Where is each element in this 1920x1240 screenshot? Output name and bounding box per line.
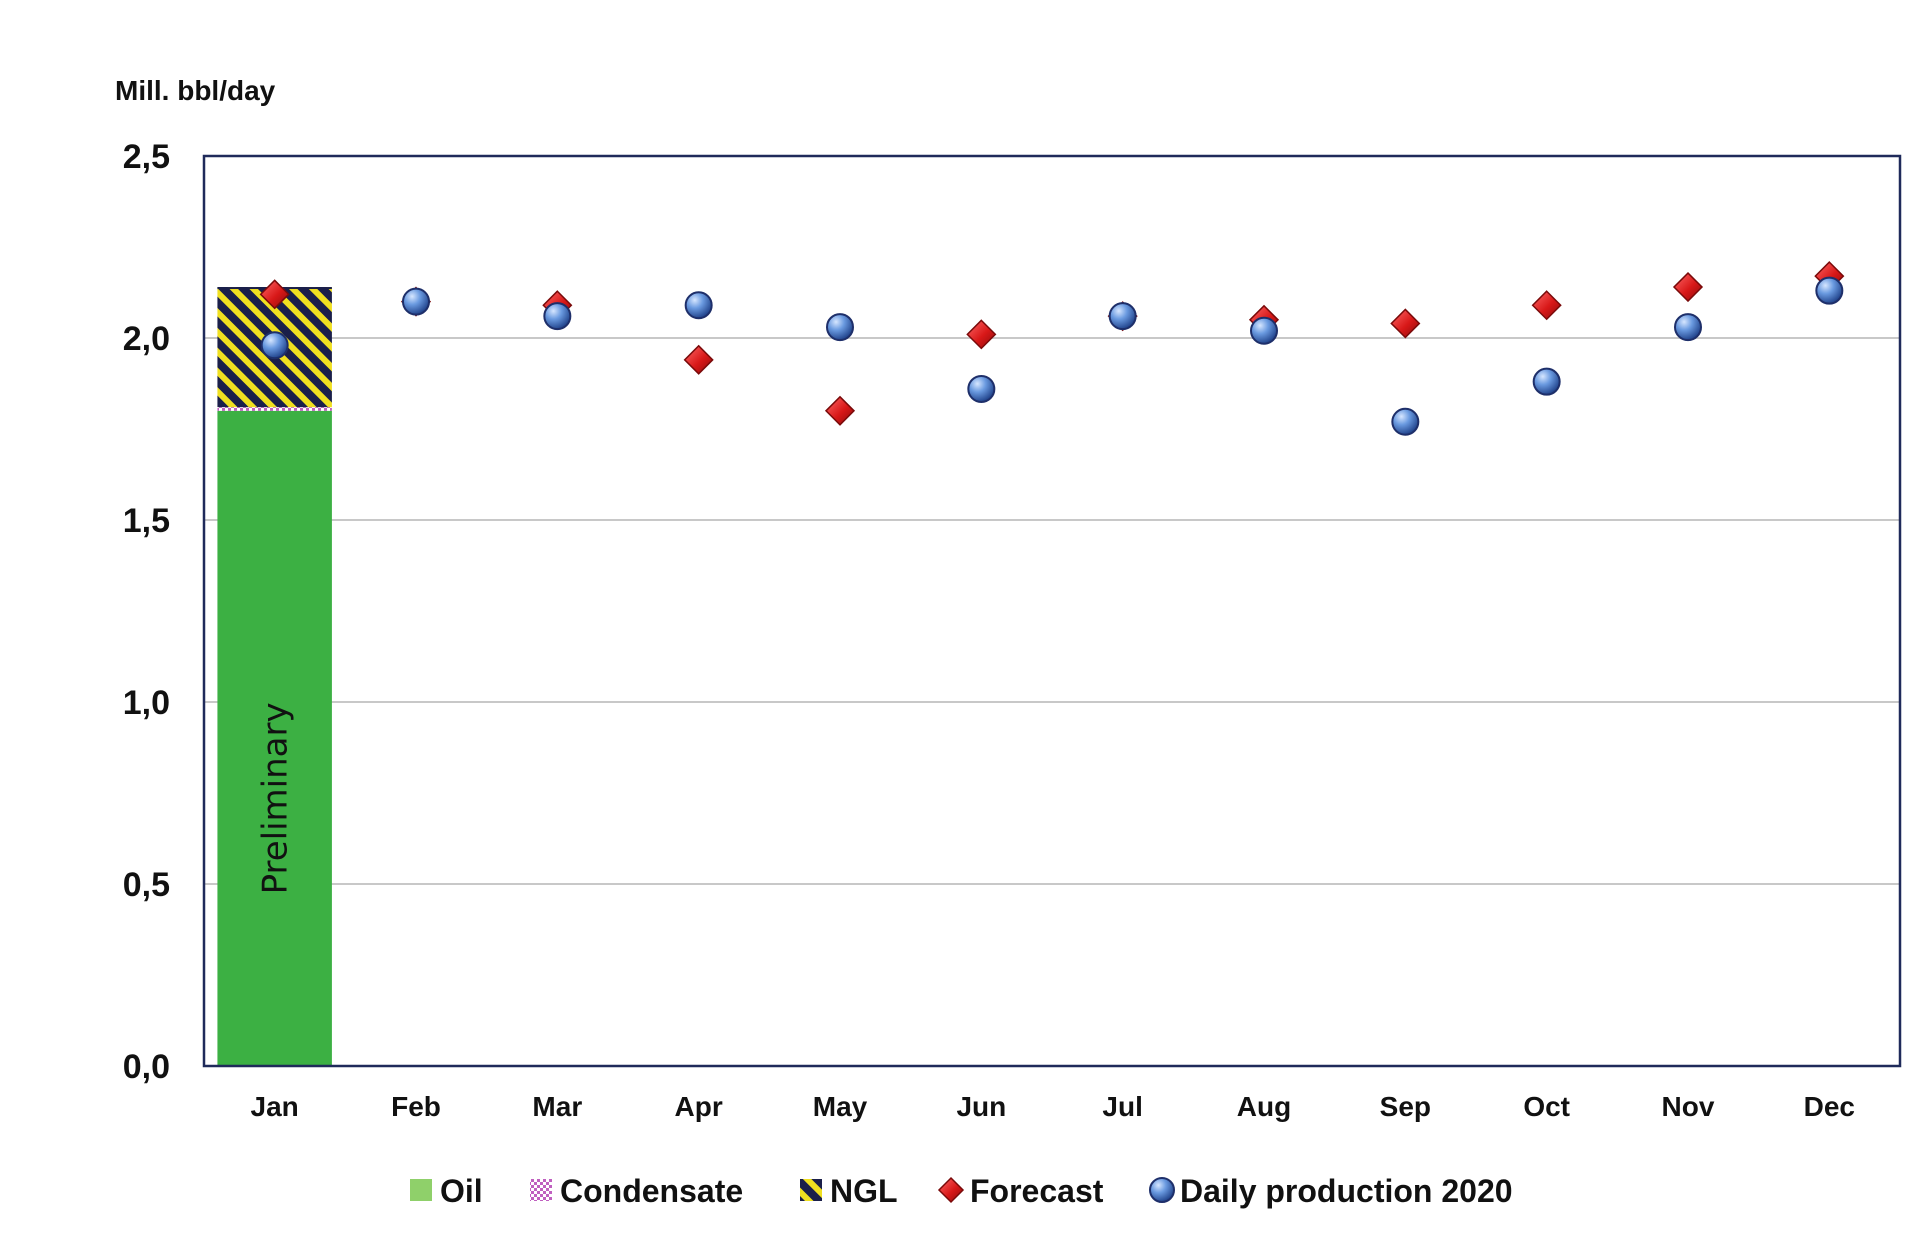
production-marker	[402, 287, 430, 316]
production-marker	[543, 302, 572, 331]
legend: Oil Condensate NGL Forecast Daily production…	[410, 1173, 1513, 1209]
y-unit-label: Mill. bbl/day	[115, 75, 276, 106]
production-marker	[1391, 407, 1420, 436]
x-tick-label: Aug	[1237, 1091, 1291, 1122]
forecast-marker	[1672, 271, 1704, 303]
production-marker	[1532, 367, 1561, 396]
x-axis-ticks: Jan Feb Mar Apr May Jun Jul Aug Sep Oct Nov Dec	[251, 1091, 1855, 1122]
bar-segment-condensate	[217, 407, 332, 411]
y-tick-label: 0,0	[123, 1048, 170, 1086]
x-tick-label: May	[813, 1091, 868, 1122]
x-tick-label: Jun	[956, 1091, 1006, 1122]
legend-label: NGL	[830, 1173, 898, 1209]
y-tick-label: 0,5	[123, 866, 170, 904]
x-tick-label: Sep	[1380, 1091, 1431, 1122]
production-marker	[967, 374, 996, 403]
x-tick-label: Apr	[675, 1091, 723, 1122]
forecast-marker	[259, 279, 290, 310]
y-tick-label: 2,0	[123, 320, 170, 358]
production-marker	[1815, 276, 1844, 305]
y-tick-label: 1,0	[123, 684, 170, 722]
production-marker	[1250, 316, 1278, 345]
plot-frame	[202, 154, 1902, 1068]
y-tick-label: 1,5	[123, 502, 170, 540]
x-tick-label: Mar	[532, 1091, 582, 1122]
gridlines	[204, 337, 1900, 885]
forecast-marker	[824, 395, 856, 426]
production-marker	[1674, 313, 1702, 342]
bar-annotation: Preliminary	[256, 702, 296, 894]
legend-swatch-production	[1149, 1177, 1175, 1203]
y-tick-label: 2,5	[123, 138, 170, 176]
x-tick-label: Nov	[1662, 1091, 1715, 1122]
bars: Preliminary	[217, 287, 332, 1066]
x-tick-label: Jan	[251, 1091, 299, 1122]
production-marker	[826, 313, 854, 342]
x-tick-label: Jul	[1102, 1091, 1142, 1122]
y-axis-ticks: 0,0 0,5 1,0 1,5 2,0 2,5	[123, 138, 170, 1086]
forecast-marker	[1531, 290, 1562, 321]
markers	[259, 261, 1845, 436]
legend-swatch-ngl	[800, 1179, 822, 1201]
x-tick-label: Feb	[391, 1091, 441, 1122]
legend-swatch-oil	[410, 1179, 432, 1201]
production-marker	[684, 291, 713, 320]
legend-label: Oil	[440, 1173, 483, 1209]
bar-segment-oil	[217, 410, 332, 1066]
legend-swatch-condensate	[530, 1179, 552, 1201]
forecast-marker	[1390, 308, 1421, 339]
production-marker	[260, 331, 289, 360]
forecast-marker	[966, 319, 997, 350]
x-tick-label: Dec	[1804, 1091, 1855, 1122]
legend-label: Condensate	[560, 1173, 743, 1209]
x-tick-label: Oct	[1523, 1091, 1570, 1122]
production-marker	[1108, 302, 1137, 331]
legend-swatch-forecast	[937, 1176, 965, 1204]
legend-label: Forecast	[970, 1173, 1104, 1209]
legend-label: Daily production 2020	[1180, 1173, 1513, 1209]
forecast-marker	[683, 344, 714, 375]
